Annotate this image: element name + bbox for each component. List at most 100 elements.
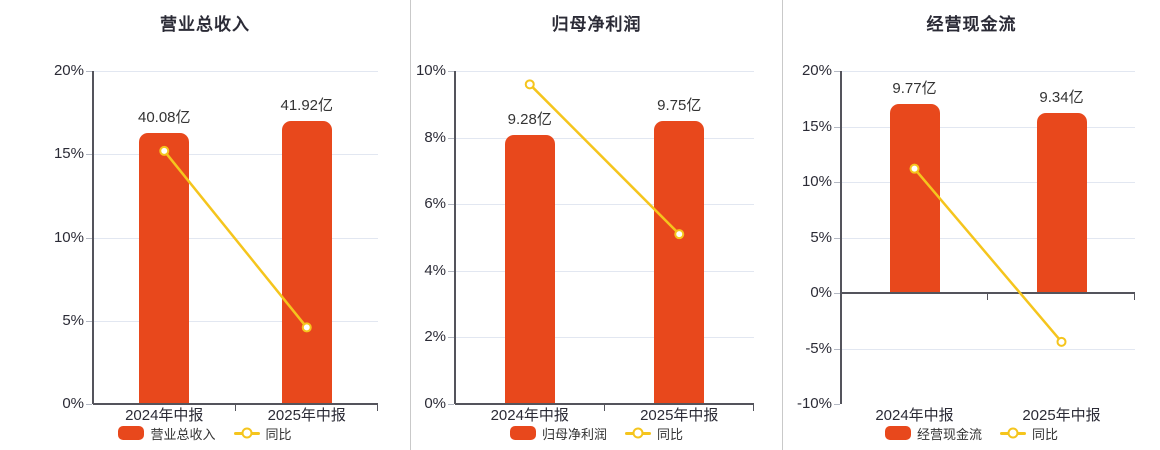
- y-gridline: [841, 348, 1135, 350]
- y-tick-label: 10%: [801, 173, 832, 190]
- bar: [504, 134, 555, 404]
- x-tick: [234, 405, 236, 411]
- y-tick: [448, 71, 454, 72]
- y-tick: [448, 404, 454, 405]
- x-category-label: 2024年中报: [125, 407, 204, 424]
- y-tick: [448, 204, 454, 206]
- x-axis-labels: 2024年中报 2025年中报: [455, 407, 754, 425]
- x-tick: [987, 294, 988, 300]
- y-tick-label: -5%: [805, 339, 832, 357]
- x-category-label: 2024年中报: [875, 407, 954, 424]
- legend-label: 归母净利润: [541, 426, 607, 442]
- bar: [139, 133, 190, 404]
- y-tick-label: 4%: [424, 261, 446, 279]
- y-tick-label: 15%: [53, 145, 84, 163]
- legend: 经营现金流 同比: [783, 423, 1160, 443]
- legend-item-line-series[interactable]: 同比: [1000, 424, 1058, 443]
- legend: 营业总收入 同比: [0, 423, 410, 443]
- trend-line: [163, 150, 308, 329]
- legend-line-marker: [625, 431, 651, 435]
- y-gridline: [455, 337, 754, 339]
- legend-label: 同比: [1032, 426, 1059, 442]
- trend-point-marker: [1056, 336, 1067, 347]
- legend-item-bar-series[interactable]: 经营现金流: [884, 424, 982, 443]
- y-gridline: [455, 204, 754, 206]
- chart-title: 经营现金流: [926, 15, 1017, 34]
- y-tick: [86, 320, 92, 322]
- legend-label: 同比: [657, 426, 684, 442]
- y-tick: [834, 126, 840, 128]
- y-axis-line: [454, 71, 456, 404]
- y-axis-line: [92, 71, 94, 404]
- legend-item-line-series[interactable]: 同比: [233, 424, 292, 443]
- legend-item-line-series[interactable]: 同比: [625, 424, 683, 443]
- bar: [281, 120, 332, 404]
- y-tick: [86, 237, 92, 239]
- y-gridline: [841, 237, 1135, 239]
- y-tick-label: 10%: [415, 62, 446, 79]
- x-category-label: 2025年中报: [267, 407, 346, 424]
- y-gridline: [841, 71, 1135, 72]
- chart-title: 营业总收入: [160, 15, 250, 34]
- y-tick-label: 8%: [424, 128, 446, 146]
- plot-area: -10% -5% 0% 5% 10% 15% 20% 9.77亿 9.34亿: [797, 62, 1135, 412]
- y-gridline: [455, 270, 754, 272]
- legend-label: 经营现金流: [916, 426, 982, 442]
- y-axis-line: [840, 71, 842, 404]
- y-tick: [448, 137, 454, 139]
- y-gridline: [93, 154, 378, 156]
- x-tick: [377, 405, 378, 411]
- trend-line: [528, 83, 681, 236]
- x-axis-labels: 2024年中报 2025年中报: [93, 407, 378, 425]
- y-tick: [834, 404, 840, 405]
- y-tick-label: 6%: [424, 195, 446, 213]
- bar-value-label: 9.34亿: [1039, 89, 1084, 107]
- legend-bar-swatch: [884, 426, 911, 440]
- y-tick-label: 2%: [424, 328, 446, 346]
- bar-value-label: 9.28亿: [507, 110, 552, 128]
- plot-area: 0% 2% 4% 6% 8% 10% 9.28亿 9.75亿: [416, 62, 754, 412]
- trend-line-layer: [524, 79, 685, 240]
- y-gridline: [93, 71, 378, 72]
- y-gridline: [841, 126, 1135, 128]
- trend-point-marker: [674, 229, 685, 240]
- legend: 归母净利润 同比: [411, 423, 782, 443]
- y-tick-label: 15%: [801, 117, 832, 135]
- y-tick-label: 10%: [53, 228, 84, 246]
- y-tick: [86, 154, 92, 156]
- x-tick: [603, 405, 605, 411]
- y-tick: [834, 348, 840, 350]
- panel-net-profit: 归母净利润 0% 2% 4% 6% 8% 10% 9.28亿 9.75亿 2024年中报 202…: [410, 0, 782, 450]
- y-tick: [834, 71, 840, 72]
- legend-item-bar-series[interactable]: 营业总收入: [118, 424, 216, 443]
- x-axis-labels: 2024年中报 2025年中报: [841, 407, 1135, 425]
- trend-point-marker: [524, 79, 535, 90]
- y-gridline: [455, 137, 754, 139]
- y-tick-label: -10%: [796, 395, 832, 412]
- bar: [1036, 113, 1087, 293]
- legend-item-bar-series[interactable]: 归母净利润: [509, 424, 607, 443]
- y-gridline: [455, 71, 754, 72]
- legend-label: 营业总收入: [150, 426, 216, 442]
- zero-axis-line: [93, 403, 378, 405]
- y-tick: [834, 237, 840, 239]
- y-gridline: [93, 320, 378, 322]
- x-category-label: 2025年中报: [1022, 407, 1101, 424]
- y-gridline: [841, 182, 1135, 183]
- legend-label: 同比: [265, 426, 292, 442]
- y-tick-label: 20%: [53, 62, 84, 79]
- zero-axis-line: [455, 403, 754, 405]
- trend-point-marker: [909, 163, 920, 174]
- y-tick: [86, 71, 92, 72]
- y-tick-label: 0%: [62, 395, 84, 412]
- x-tick: [753, 405, 754, 411]
- y-tick: [834, 182, 840, 183]
- trend-line: [913, 167, 1063, 343]
- bar-value-label: 41.92亿: [280, 96, 334, 114]
- y-tick: [448, 337, 454, 339]
- x-category-label: 2025年中报: [640, 407, 719, 424]
- chart-title: 归母净利润: [551, 15, 642, 34]
- bar-value-label: 9.75亿: [657, 96, 702, 114]
- y-tick: [86, 404, 92, 405]
- x-tick: [1134, 294, 1135, 300]
